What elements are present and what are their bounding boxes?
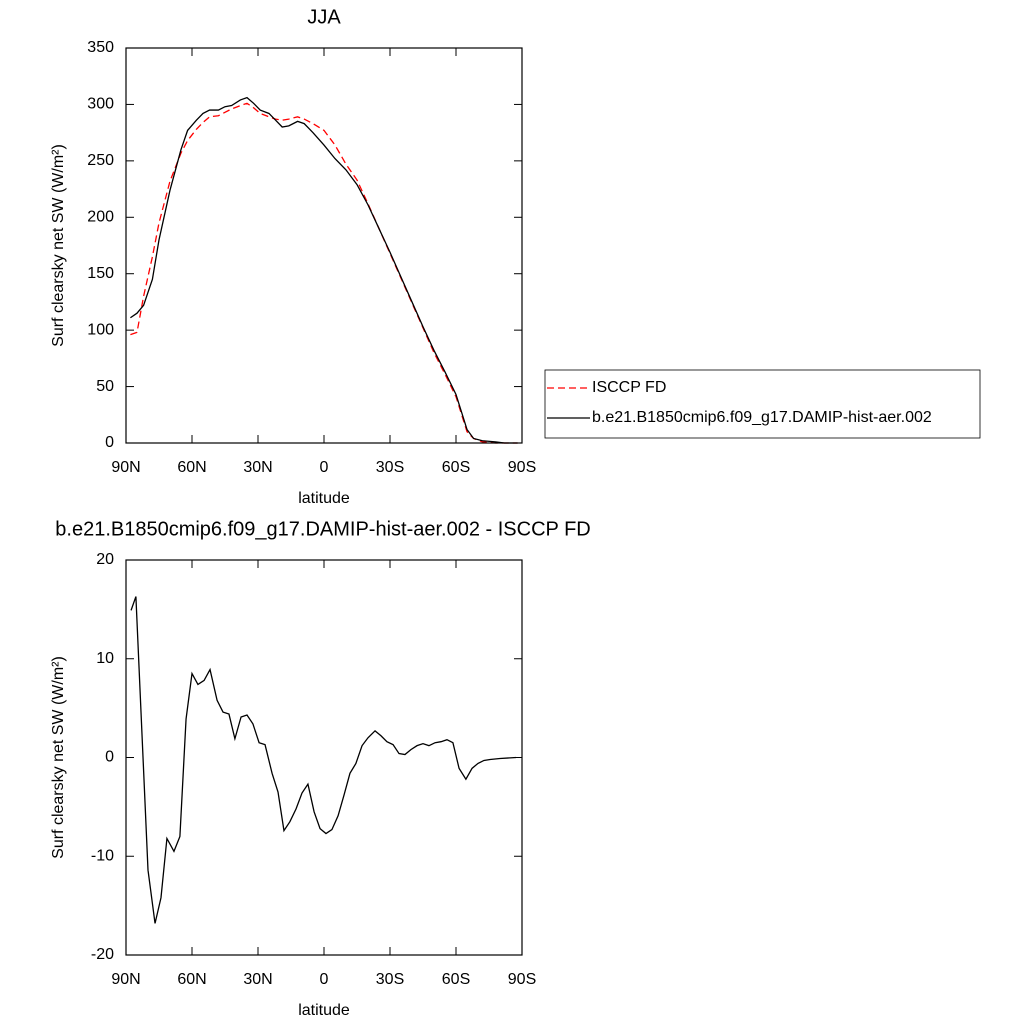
x-tick-label: 60N — [177, 459, 206, 476]
x-tick-label: 90N — [111, 459, 140, 476]
series-line — [130, 102, 518, 444]
x-axis-label: latitude — [298, 490, 350, 507]
y-axis-label: Surf clearsky net SW (W/m²) — [50, 144, 67, 347]
legend-box — [544, 369, 981, 439]
legend-label: ISCCP FD — [592, 379, 666, 396]
series-line — [130, 596, 517, 924]
y-tick-label: -20 — [91, 946, 114, 963]
x-tick-label: 30N — [243, 971, 272, 988]
plot-frame — [125, 559, 523, 956]
y-tick-label: 10 — [96, 650, 114, 667]
y-tick-label: 0 — [105, 749, 114, 766]
y-tick-label: 150 — [87, 265, 114, 282]
y-tick-label: 100 — [87, 321, 114, 338]
x-tick-label: 30S — [376, 459, 404, 476]
plot-frame — [125, 47, 523, 444]
y-tick-label: 20 — [96, 551, 114, 568]
y-tick-label: 350 — [87, 39, 114, 56]
x-axis-label: latitude — [298, 1002, 350, 1019]
series-line — [130, 96, 518, 444]
chart-title: JJA — [307, 6, 341, 28]
y-axis-label: Surf clearsky net SW (W/m²) — [50, 656, 67, 859]
x-tick-label: 90S — [508, 971, 536, 988]
y-tick-label: 50 — [96, 378, 114, 395]
x-tick-label: 60S — [442, 459, 470, 476]
x-tick-label: 60N — [177, 971, 206, 988]
y-tick-label: 0 — [105, 434, 114, 451]
x-tick-label: 0 — [320, 971, 329, 988]
y-tick-label: 200 — [87, 209, 114, 226]
x-tick-label: 30N — [243, 459, 272, 476]
x-tick-label: 90S — [508, 459, 536, 476]
y-tick-label: -10 — [91, 847, 114, 864]
y-tick-label: 250 — [87, 152, 114, 169]
x-tick-label: 90N — [111, 971, 140, 988]
legend-label: b.e21.B1850cmip6.f09_g17.DAMIP-hist-aer.… — [592, 409, 932, 426]
chart-title: b.e21.B1850cmip6.f09_g17.DAMIP-hist-aer.… — [55, 518, 590, 540]
y-tick-label: 300 — [87, 96, 114, 113]
x-tick-label: 60S — [442, 971, 470, 988]
x-tick-label: 0 — [320, 459, 329, 476]
x-tick-label: 30S — [376, 971, 404, 988]
